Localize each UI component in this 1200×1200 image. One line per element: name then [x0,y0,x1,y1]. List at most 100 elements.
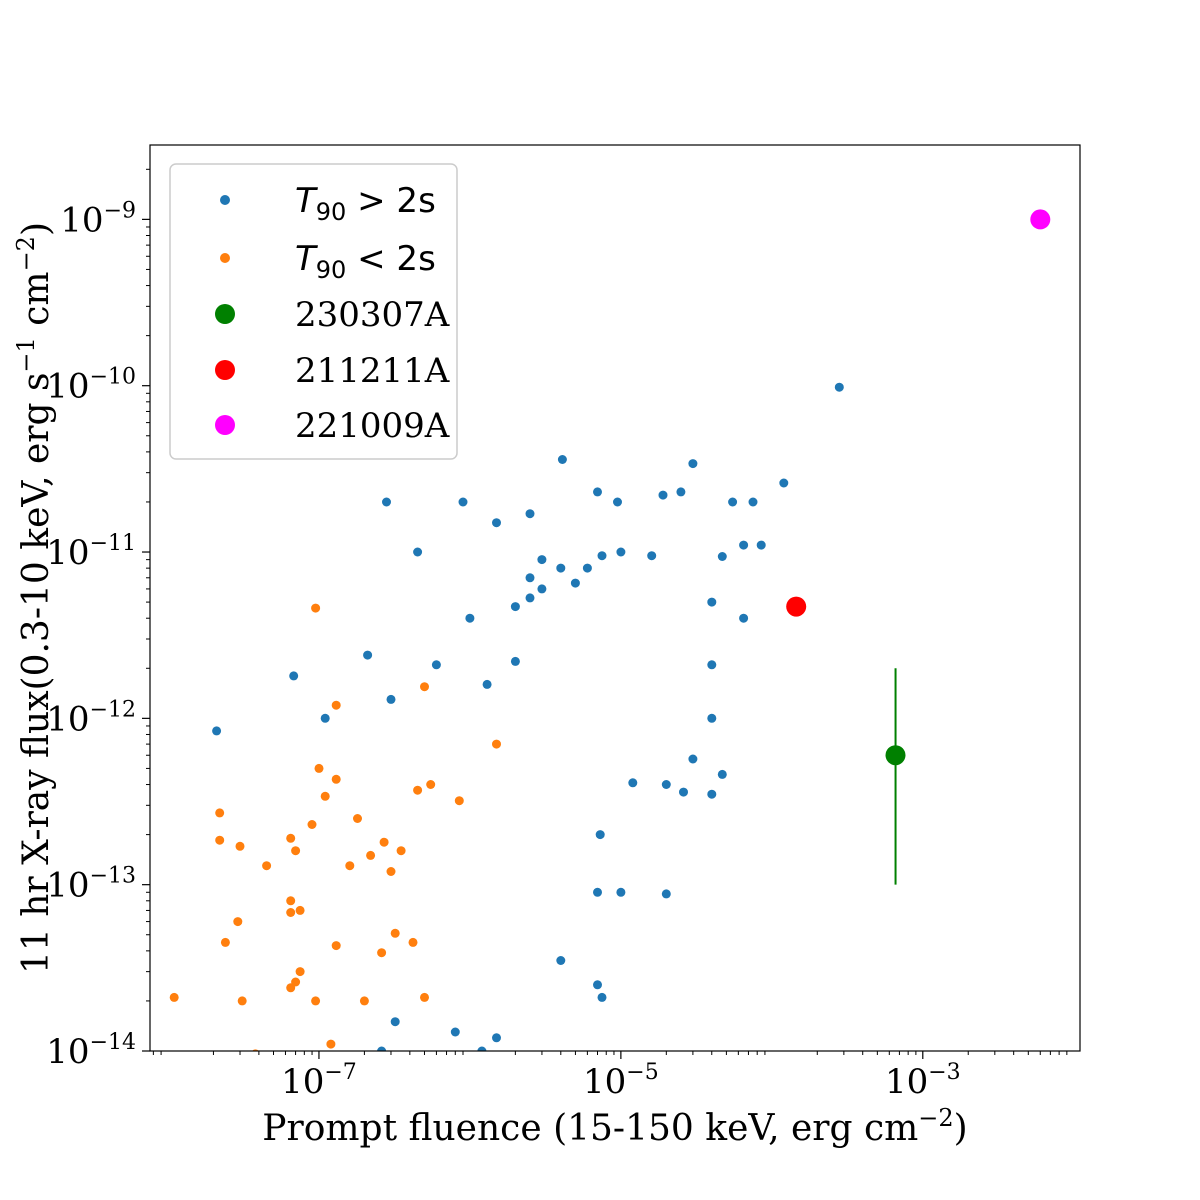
data-point [679,787,688,797]
y-tick-label: 10−12 [46,697,136,739]
data-point [390,928,400,938]
x-tick-label: 10−3 [885,1060,961,1102]
legend-label-211211a: 211211A [295,351,450,391]
y-axis-label: 11 hr X-ray flux(0.3-10 keV, erg s−1 cm−… [12,222,57,974]
legend-marker-t90-long [220,195,230,205]
x-tick-label: 10−7 [281,1060,357,1102]
data-point [366,850,376,860]
data-point [215,808,225,818]
data-point [291,977,301,987]
data-point [289,671,299,681]
highlight-point [786,596,807,617]
data-point [314,763,324,773]
data-point [431,660,441,670]
data-point [386,867,396,876]
data-point [379,837,389,847]
data-point [220,937,230,947]
data-point [779,478,789,488]
legend: T90 > 2s T90 < 2s 230307A 211211A 221009… [169,163,458,460]
data-point [628,778,638,788]
y-tick-label: 10−10 [46,365,136,407]
y-tick-label: 10−13 [46,864,136,906]
data-point [286,896,296,906]
data-point [717,769,727,779]
data-point [345,861,355,871]
data-point [739,613,749,623]
y-tick-label: 10−14 [46,1030,136,1072]
data-point [756,540,766,550]
plot-frame [149,144,1081,1052]
data-point [353,814,362,823]
data-point [647,551,657,561]
data-point [359,996,369,1006]
data-point [492,1033,501,1043]
data-point [307,820,317,829]
data-point [593,980,602,990]
data-point [525,509,535,519]
data-point [311,996,321,1006]
data-point [286,833,296,843]
data-point [525,573,535,583]
data-point [465,613,475,623]
legend-marker-t90-short [220,253,230,263]
data-point [326,1039,336,1049]
data-point [556,563,566,573]
data-point [413,547,423,557]
y-tick-label: 10−11 [46,531,136,573]
data-point [458,497,468,507]
data-point [377,948,387,958]
data-point [537,584,547,594]
legend-marker-230307a [215,304,235,324]
highlight-point [1030,209,1051,230]
data-point [748,497,758,507]
ticks-layer: 10−7 10−5 10−3 10−14 10−13 10−12 10−11 10−10 10−… [46,168,1068,1102]
data-point [597,992,607,1002]
data-point [420,682,429,692]
data-point [408,937,418,947]
legend-label-t90-long: T90 > 2s [295,181,436,226]
data-point [492,518,501,528]
data-point [661,780,671,789]
data-point [717,552,727,561]
data-point [235,841,245,851]
legend-label-t90-short: T90 < 2s [295,239,436,284]
data-point [291,846,301,856]
legend-label-230307a: 230307A [295,295,450,335]
data-point [658,490,668,500]
x-axis-label: Prompt fluence (15-150 keV, erg cm−2) [262,1104,967,1149]
data-point [295,905,305,915]
data-point [834,382,844,392]
data-point [320,791,330,801]
data-point [331,941,341,951]
data-point [595,830,605,840]
data-point [582,563,592,573]
data-point [396,846,406,856]
highlight-point [885,745,906,766]
data-point [413,785,423,795]
legend-marker-211211a [215,360,235,380]
data-point [386,694,396,704]
data-point [382,497,391,507]
data-point [286,908,296,917]
data-point [616,547,626,557]
data-point [707,660,717,670]
data-point [450,1027,460,1037]
data-point [613,497,622,507]
legend-marker-221009a [215,415,235,435]
data-point [377,1046,387,1051]
data-point [525,593,535,603]
highlighted-bursts-layer [786,209,1051,885]
data-point [390,1017,400,1027]
data-point [616,887,626,897]
data-point [728,497,738,507]
data-point [320,713,330,723]
data-point [482,679,492,689]
data-point [237,996,247,1006]
data-point [169,992,179,1002]
data-point [426,780,436,789]
legend-box [169,163,458,460]
data-point [477,1046,487,1051]
data-point [739,540,749,550]
data-point [212,726,222,736]
